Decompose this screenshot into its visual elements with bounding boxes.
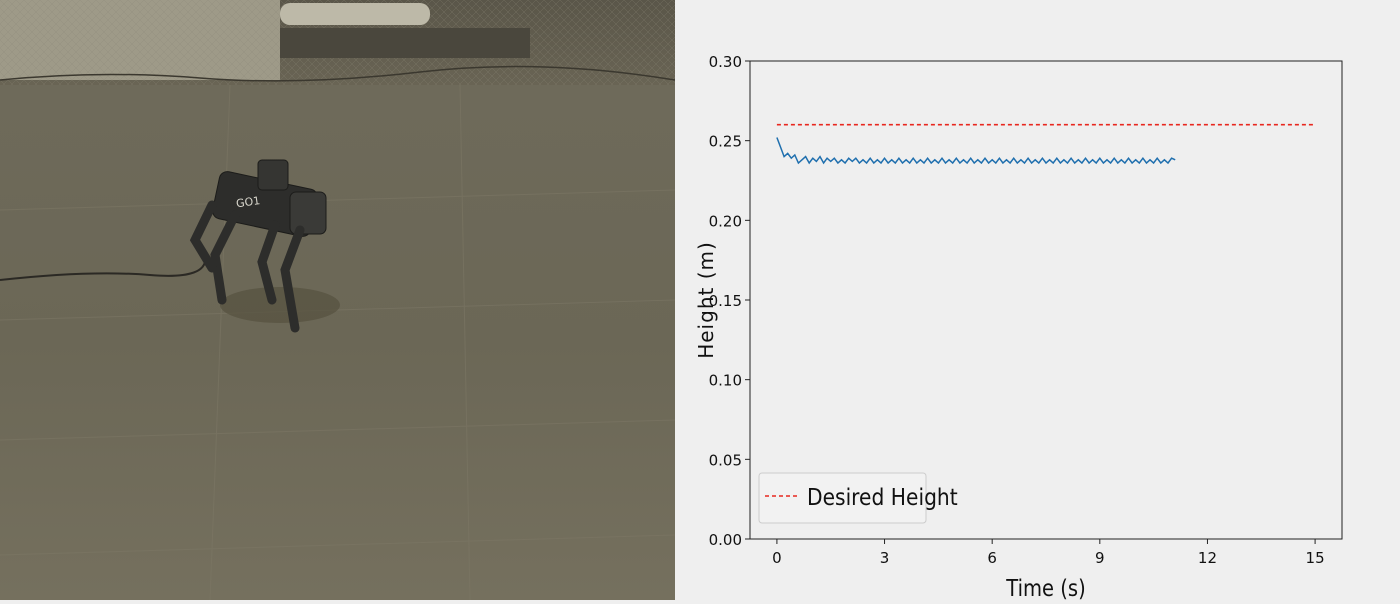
robot-top xyxy=(257,159,289,191)
y-tick-label: 0.30 xyxy=(709,53,742,71)
y-tick-label: 0.20 xyxy=(709,212,742,230)
legend-box xyxy=(758,472,927,524)
series-line-measured-height xyxy=(776,137,1176,165)
height-chart-panel: 0.00 0.05 0.10 0.15 0.20 0.25 0.30 0 3 6 9 12 15 Ti… xyxy=(675,0,1400,602)
x-tick-label: 15 xyxy=(1306,549,1325,567)
height-chart: 0.00 0.05 0.10 0.15 0.20 0.25 0.30 0 3 6 9 12 15 Ti… xyxy=(694,53,1343,602)
y-tick-label: 0.25 xyxy=(709,133,742,151)
robot-leg-rear-left xyxy=(210,210,240,305)
back-object xyxy=(280,28,530,58)
plot-frame xyxy=(749,60,1343,540)
legend-label-desired-height: Desired Height xyxy=(807,485,958,512)
x-tick-label: 0 xyxy=(772,549,782,567)
x-tick-label: 6 xyxy=(987,549,997,567)
mat-seams xyxy=(0,84,676,601)
tether-cable xyxy=(0,254,207,281)
robot-label: GO1 xyxy=(235,194,261,210)
robot-shadow xyxy=(220,287,340,323)
quadruped-robot: GO1 xyxy=(189,159,327,333)
robot-leg-front-right xyxy=(257,220,280,305)
x-axis: 0 3 6 9 12 15 xyxy=(772,539,1325,567)
y-tick-label: 0.00 xyxy=(709,531,742,549)
y-tick-label: 0.05 xyxy=(709,451,742,469)
y-axis: 0.00 0.05 0.10 0.15 0.20 0.25 0.30 xyxy=(709,53,750,549)
robot-photo-scene: GO1 xyxy=(0,0,676,601)
x-axis-label: Time (s) xyxy=(1005,576,1085,600)
robot-leg-rear-right xyxy=(189,200,217,273)
robot-head xyxy=(289,191,327,235)
y-axis-label: Height (m) xyxy=(694,241,718,359)
x-tick-label: 9 xyxy=(1095,549,1105,567)
robot-leg-front-left xyxy=(280,225,305,333)
rolled-mat xyxy=(280,3,430,25)
y-tick-label: 0.10 xyxy=(709,372,742,390)
plot-series xyxy=(776,123,1316,165)
x-tick-label: 12 xyxy=(1198,549,1217,567)
y-tick-label: 0.15 xyxy=(709,292,742,310)
legend: Desired Height xyxy=(758,472,958,524)
floor xyxy=(0,85,675,600)
robot-photo: GO1 xyxy=(0,0,676,601)
floor-edge xyxy=(0,65,676,82)
x-tick-label: 3 xyxy=(880,549,890,567)
